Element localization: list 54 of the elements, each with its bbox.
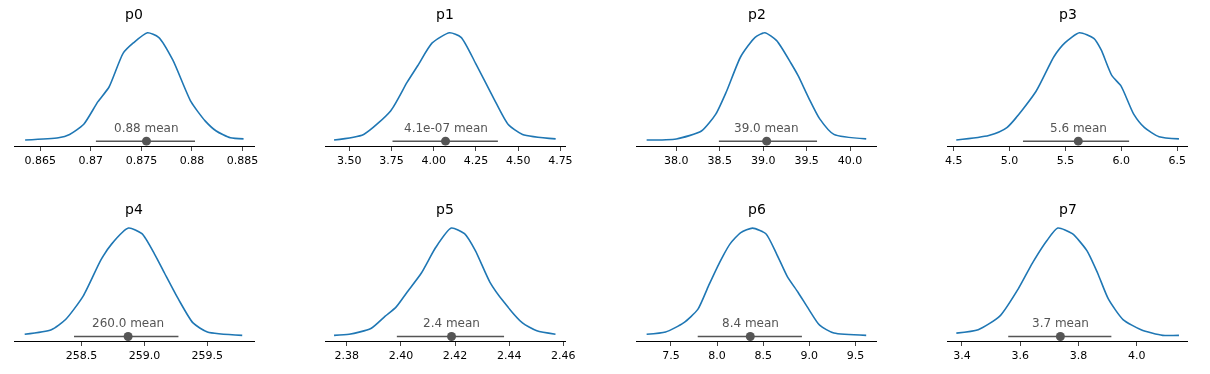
x-tick-label: 2.42 (442, 349, 468, 363)
x-tick-label: 0.885 (226, 153, 259, 167)
annotation: 4.1e-07 mean (404, 121, 488, 135)
x-tick-label: 2.38 (334, 349, 360, 363)
x-tick-label: 4.0 (1127, 349, 1146, 363)
x-tick-label: 2.46 (551, 349, 576, 363)
x-tick-label: 4.00 (421, 153, 446, 167)
x-tick-label: 3.4 (953, 349, 971, 363)
annotation: 0.88 mean (114, 121, 179, 135)
x-tick-label: 4.50 (505, 153, 531, 167)
x-tick-label: 259.5 (191, 349, 224, 363)
x-tick-label: 38.5 (707, 153, 733, 167)
x-tick-label: 4.75 (548, 153, 573, 167)
x-tick-label: 9.5 (846, 349, 865, 363)
x-tick-label: 3.8 (1069, 349, 1088, 363)
x-tick-label: 9.0 (800, 349, 819, 363)
x-tick-label: 6.0 (1112, 153, 1131, 167)
annotation: 5.6 mean (1050, 121, 1107, 135)
chart-title: p3 (1059, 6, 1077, 22)
x-tick-label: 8.5 (754, 349, 772, 363)
annotation: 8.4 mean (722, 316, 779, 330)
x-tick-label: 39.5 (794, 153, 819, 167)
x-tick-label: 40.0 (837, 153, 863, 167)
x-tick-label: 6.5 (1168, 153, 1186, 167)
chart-title: p5 (436, 201, 454, 217)
annotation: 2.4 mean (423, 316, 480, 330)
chart-title: p2 (748, 6, 766, 22)
x-tick-label: 0.87 (78, 153, 104, 167)
chart-title: p4 (125, 201, 143, 217)
annotation: 3.7 mean (1032, 316, 1089, 330)
x-tick-label: 258.5 (65, 349, 98, 363)
chart-title: p7 (1059, 201, 1077, 217)
x-tick-label: 0.865 (24, 153, 57, 167)
x-tick-label: 5.5 (1056, 153, 1075, 167)
x-tick-label: 39.0 (750, 153, 776, 167)
x-tick-label: 7.5 (662, 349, 680, 363)
x-tick-label: 3.75 (379, 153, 404, 167)
x-tick-label: 38.0 (664, 153, 689, 167)
x-tick-label: 3.6 (1011, 349, 1029, 363)
x-tick-label: 3.50 (337, 153, 362, 167)
chart-title: p0 (125, 6, 143, 22)
annotation: 260.0 mean (92, 316, 165, 330)
x-tick-label: 2.44 (496, 349, 522, 363)
chart-title: p1 (436, 6, 454, 22)
annotation: 39.0 mean (734, 121, 799, 135)
x-tick-label: 5.0 (1000, 153, 1019, 167)
x-tick-label: 259.0 (128, 349, 161, 363)
x-tick-label: 4.5 (944, 153, 963, 167)
x-tick-label: 8.0 (708, 349, 726, 363)
x-tick-label: 4.25 (463, 153, 489, 167)
x-tick-label: 0.88 (179, 153, 205, 167)
chart-title: p6 (748, 201, 766, 217)
x-tick-label: 0.875 (125, 153, 158, 167)
x-tick-label: 2.40 (388, 349, 414, 363)
